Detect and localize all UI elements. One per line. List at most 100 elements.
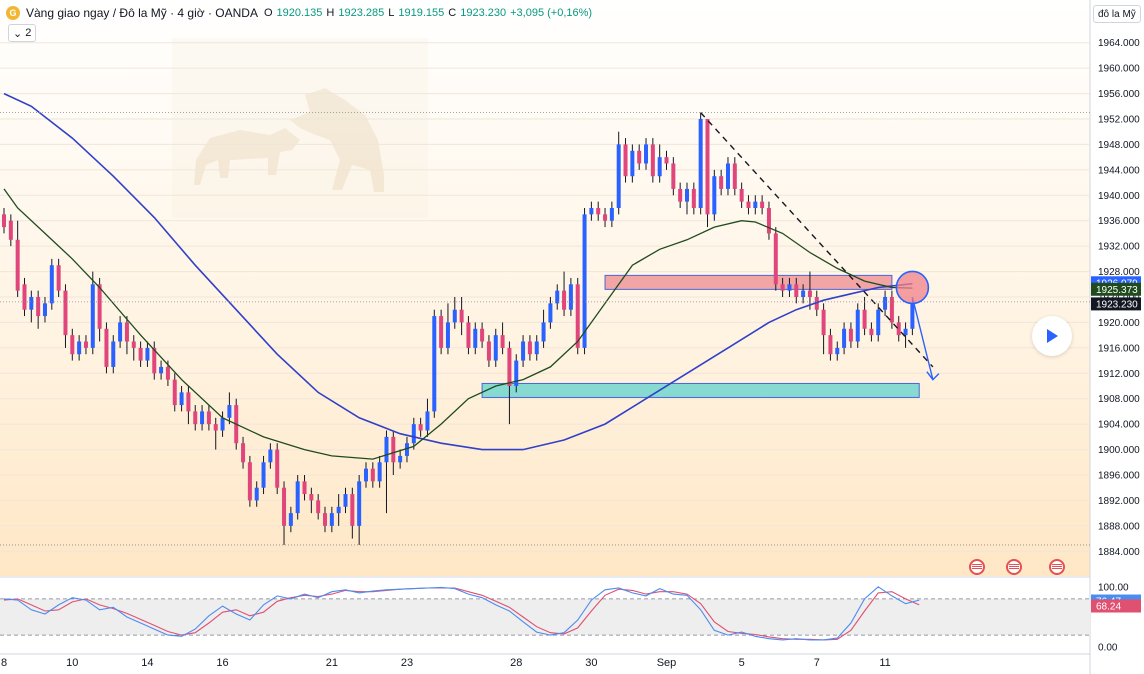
candle-body <box>179 392 184 406</box>
change-value: +3,095 (+0,16%) <box>510 7 593 19</box>
currency-label: đô la Mỹ <box>1098 8 1136 20</box>
x-tick-label: 30 <box>585 657 597 669</box>
high-value: 1923.285 <box>338 7 385 19</box>
candle-body <box>739 188 744 202</box>
candle-body <box>766 208 771 234</box>
symbol-title[interactable]: Vàng giao ngay / Đô la Mỹ · 4 giờ · OAND… <box>26 6 258 20</box>
candle-body <box>527 341 532 355</box>
open-value: 1920.135 <box>276 7 323 19</box>
stoch-d-line <box>3 587 920 641</box>
candle-body <box>896 322 901 336</box>
stoch-d-tag: 68.24 <box>1096 601 1121 612</box>
y-tick-label: 1908.000 <box>1098 394 1140 405</box>
candle-body <box>254 487 259 501</box>
y-tick-label: 1916.000 <box>1098 343 1140 354</box>
us-flag-icon[interactable] <box>1049 559 1065 575</box>
y-tick-label: 1948.000 <box>1098 140 1140 151</box>
candle-body <box>152 347 157 374</box>
replay-play-button[interactable] <box>1032 316 1072 356</box>
candle-body <box>500 335 505 348</box>
candle-body <box>241 443 246 463</box>
candle-body <box>357 481 362 526</box>
candle-body <box>657 157 662 177</box>
candle-body <box>56 265 61 291</box>
candle-body <box>432 316 437 412</box>
candle-body <box>8 220 13 240</box>
dashed-trendline[interactable] <box>700 112 934 368</box>
indicator-collapse-button[interactable]: ⌄ 2 <box>8 24 37 42</box>
candle-body <box>384 436 389 463</box>
candle-body <box>295 481 300 514</box>
us-flag-icon[interactable] <box>969 559 985 575</box>
y-tick-label: 1900.000 <box>1098 445 1140 456</box>
candle-body <box>698 119 703 208</box>
y-tick-label: 1964.000 <box>1098 38 1140 49</box>
close-label: C <box>448 7 457 19</box>
candle-body <box>445 322 450 348</box>
candle-body <box>77 341 82 355</box>
candle-body <box>90 284 95 348</box>
candle-body <box>268 449 273 463</box>
y-tick-label: 1920.000 <box>1098 318 1140 329</box>
candle-body <box>848 328 853 342</box>
candlestick-series <box>2 112 915 545</box>
candle-body <box>575 284 580 348</box>
candle-body <box>903 328 908 336</box>
candle-body <box>637 150 642 164</box>
candle-body <box>582 214 587 348</box>
currency-selector[interactable]: đô la Mỹ <box>1093 5 1141 23</box>
y-tick-label: 1912.000 <box>1098 369 1140 380</box>
stochastic-oscillator <box>0 586 1090 641</box>
time-axis[interactable]: 8 10 14 16 21 23 28 30 Sep 5 7 11 <box>1 657 891 669</box>
candle-body <box>869 328 874 336</box>
candle-body <box>883 297 888 310</box>
candle-body <box>555 290 560 304</box>
candle-body <box>760 201 765 208</box>
candle-body <box>910 303 915 329</box>
candle-body <box>29 297 34 310</box>
price-axis[interactable]: 1884.000 1888.000 1892.000 1896.000 1900.000… <box>1098 38 1140 653</box>
candle-body <box>309 494 314 501</box>
target-arrow[interactable] <box>911 296 940 381</box>
candle-body <box>473 328 478 348</box>
candle-body <box>70 335 75 355</box>
candle-body <box>104 328 109 367</box>
candle-body <box>691 188 696 208</box>
y-tick-label: 1936.000 <box>1098 216 1140 227</box>
stoch-d-tag-bg <box>1091 599 1141 613</box>
rejection-circle-marker[interactable] <box>895 270 930 305</box>
candle-body <box>418 424 423 431</box>
x-tick-label: 23 <box>401 657 413 669</box>
slow-moving-average-line <box>3 92 913 451</box>
candle-body <box>111 341 116 367</box>
candle-body <box>42 303 47 317</box>
candle-body <box>623 144 628 177</box>
candle-body <box>282 487 287 526</box>
candle-body <box>165 366 170 380</box>
candle-body <box>507 347 512 386</box>
indicator-count: 2 <box>25 27 32 39</box>
demand-zone[interactable] <box>481 382 920 398</box>
y-tick-label: 1928.000 <box>1098 267 1140 278</box>
candle-body <box>316 500 321 514</box>
supply-zone[interactable] <box>604 274 893 290</box>
candle-body <box>220 417 225 431</box>
candle-body <box>343 494 348 507</box>
candle-body <box>370 468 375 482</box>
candle-body <box>302 481 307 495</box>
us-flag-icon[interactable] <box>1006 559 1022 575</box>
chart-header: G Vàng giao ngay / Đô la Mỹ · 4 giờ · OA… <box>6 4 592 22</box>
x-tick-label: 21 <box>326 657 338 669</box>
candle-body <box>459 309 464 323</box>
x-tick-label: 10 <box>66 657 78 669</box>
candle-body <box>801 290 806 297</box>
x-tick-label: 11 <box>879 657 890 669</box>
candle-body <box>753 201 758 208</box>
candle-body <box>22 284 27 310</box>
y-tick-label: 1956.000 <box>1098 89 1140 100</box>
candle-body <box>159 366 164 374</box>
candle-body <box>548 303 553 323</box>
y-tick-label: 1952.000 <box>1098 115 1140 126</box>
